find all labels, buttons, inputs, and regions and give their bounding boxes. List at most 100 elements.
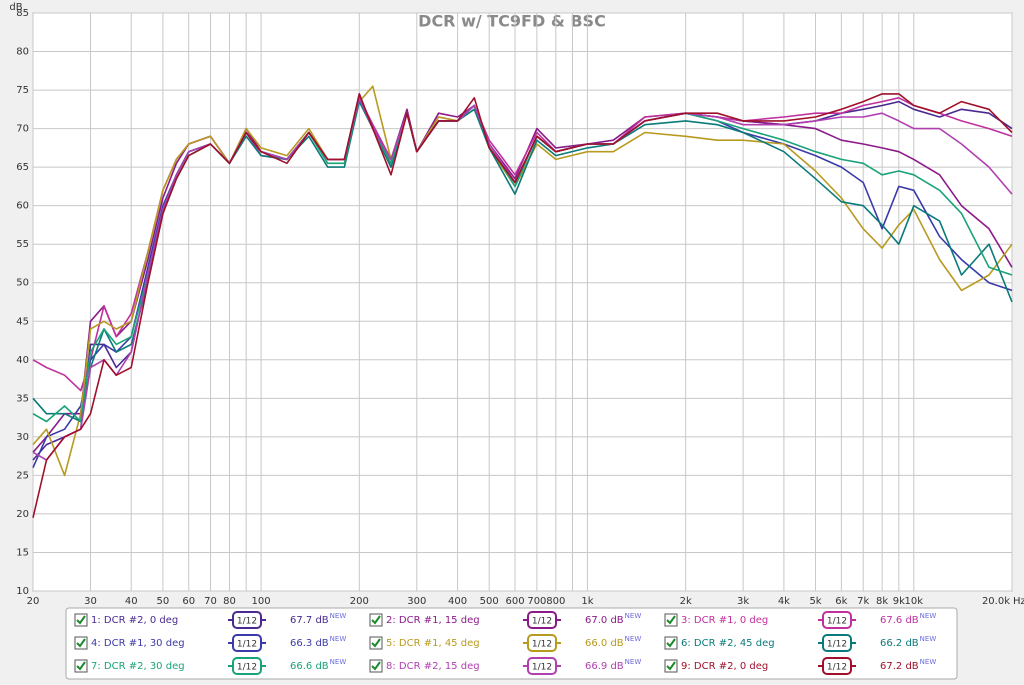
new-badge: NEW: [625, 635, 642, 643]
x-tick-label: 60: [182, 596, 195, 607]
checkmark: [666, 661, 676, 671]
smoothing-button[interactable]: [527, 611, 557, 629]
y-tick-label: 55: [16, 239, 29, 250]
y-tick-label: 35: [16, 393, 29, 404]
y-axis-label: dB: [9, 2, 22, 13]
y-tick-label: 40: [16, 355, 29, 366]
legend-item[interactable]: 5: DCR #1, 45 deg 1/12 66.0 dB NEW: [369, 634, 642, 652]
level-label: 67.7 dB: [290, 615, 329, 626]
legend-label: 3: DCR #1, 0 deg: [681, 615, 768, 626]
new-badge: NEW: [330, 658, 347, 666]
checkmark: [666, 638, 676, 648]
new-badge: NEW: [330, 635, 347, 643]
x-tick-label: 20.0k: [982, 596, 1010, 607]
y-tick-label: 65: [16, 162, 29, 173]
legend-label: 1: DCR #2, 0 deg: [91, 615, 178, 626]
smoothing-button[interactable]: [527, 657, 557, 675]
y-tick-label: 80: [16, 47, 29, 58]
smoothing-button[interactable]: [232, 611, 262, 629]
x-tick-label: 6k: [835, 596, 847, 607]
smoothing-label: 1/12: [237, 640, 257, 650]
level-label: 66.9 dB: [585, 661, 624, 672]
smoothing-label: 1/12: [237, 617, 257, 627]
x-tick-label: 7k: [857, 596, 869, 607]
smoothing-label: 1/12: [532, 663, 552, 673]
y-tick-label: 10: [16, 586, 29, 597]
chart-title: DCR w/ TC9FD & BSC: [418, 12, 606, 31]
legend-item[interactable]: 1: DCR #2, 0 deg 1/12 67.7 dB NEW: [74, 611, 346, 629]
y-tick-label: 20: [16, 509, 29, 520]
x-tick-label: 3k: [737, 596, 749, 607]
x-tick-label: 30: [84, 596, 97, 607]
legend-label: 8: DCR #2, 15 deg: [386, 661, 480, 672]
checkmark: [666, 615, 676, 625]
checkmark: [76, 615, 86, 625]
smoothing-button[interactable]: [822, 634, 852, 652]
smoothing-label: 1/12: [827, 663, 847, 673]
level-label: 67.2 dB: [880, 661, 919, 672]
y-tick-label: 60: [16, 201, 29, 212]
smoothing-label: 1/12: [237, 663, 257, 673]
x-tick-label: 70: [204, 596, 217, 607]
x-tick-label: 1k: [581, 596, 593, 607]
checkmark: [76, 638, 86, 648]
checkmark: [371, 638, 381, 648]
x-tick-label: 40: [125, 596, 138, 607]
new-badge: NEW: [920, 635, 937, 643]
y-tick-label: 30: [16, 432, 29, 443]
x-tick-label: 8k: [876, 596, 888, 607]
x-tick-label: 20: [27, 596, 40, 607]
x-tick-label: 10k: [905, 596, 924, 607]
x-tick-label: 5k: [809, 596, 821, 607]
x-tick-label: 100: [252, 596, 271, 607]
checkmark: [371, 615, 381, 625]
smoothing-button[interactable]: [232, 657, 262, 675]
legend-item[interactable]: 2: DCR #1, 15 deg 1/12 67.0 dB NEW: [369, 611, 642, 629]
x-tick-label: 50: [156, 596, 169, 607]
x-tick-label: 9k: [893, 596, 905, 607]
checkmark: [371, 661, 381, 671]
y-tick-label: 15: [16, 547, 29, 558]
y-tick-label: 70: [16, 124, 29, 135]
smoothing-label: 1/12: [827, 640, 847, 650]
checkmark: [76, 661, 86, 671]
level-label: 66.3 dB: [290, 638, 329, 649]
level-label: 67.6 dB: [880, 615, 919, 626]
legend-item[interactable]: 9: DCR #2, 0 deg 1/12 67.2 dB NEW: [664, 657, 936, 675]
legend-item[interactable]: 7: DCR #2, 30 deg 1/12 66.6 dB NEW: [74, 657, 347, 675]
level-label: 67.0 dB: [585, 615, 624, 626]
x-tick-label: 600: [505, 596, 524, 607]
level-label: 66.0 dB: [585, 638, 624, 649]
legend: [65, 607, 958, 680]
series-line: [32, 93, 1013, 518]
legend-label: 5: DCR #1, 45 deg: [386, 638, 480, 649]
y-tick-label: 85: [16, 8, 29, 19]
legend-item[interactable]: 6: DCR #2, 45 deg 1/12 66.2 dB NEW: [664, 634, 937, 652]
new-badge: NEW: [920, 612, 937, 620]
legend-item[interactable]: 4: DCR #1, 30 deg 1/12 66.3 dB NEW: [74, 634, 347, 652]
x-tick-label: 800: [546, 596, 565, 607]
y-tick-label: 75: [16, 85, 29, 96]
smoothing-label: 1/12: [532, 617, 552, 627]
plot-area: [32, 12, 1013, 592]
y-tick-label: 50: [16, 278, 29, 289]
x-tick-label: 700: [527, 596, 546, 607]
legend-item[interactable]: 8: DCR #2, 15 deg 1/12 66.9 dB NEW: [369, 657, 642, 675]
smoothing-button[interactable]: [822, 657, 852, 675]
smoothing-button[interactable]: [527, 634, 557, 652]
x-tick-label: 200: [350, 596, 369, 607]
smoothing-button[interactable]: [822, 611, 852, 629]
new-badge: NEW: [625, 612, 642, 620]
legend-label: 4: DCR #1, 30 deg: [91, 638, 185, 649]
x-axis-unit: Hz: [1013, 596, 1024, 607]
legend-item[interactable]: 3: DCR #1, 0 deg 1/12 67.6 dB NEW: [664, 611, 937, 629]
x-tick-label: 2k: [680, 596, 692, 607]
smoothing-label: 1/12: [827, 617, 847, 627]
x-tick-label: 4k: [778, 596, 790, 607]
smoothing-button[interactable]: [232, 634, 262, 652]
x-tick-label: 80: [223, 596, 236, 607]
new-badge: NEW: [625, 658, 642, 666]
legend-label: 6: DCR #2, 45 deg: [681, 638, 775, 649]
